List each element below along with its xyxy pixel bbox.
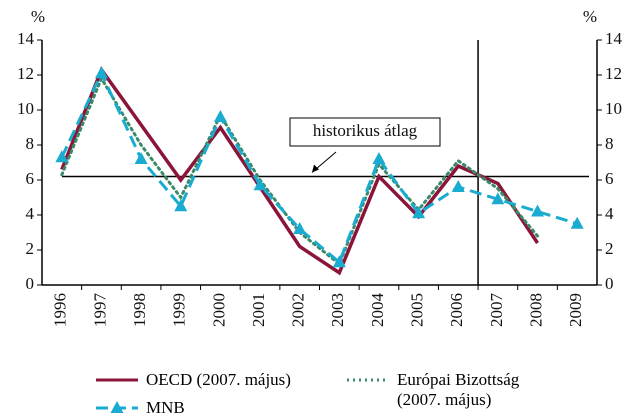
y-tick-label: 6 [26, 169, 35, 188]
y2-tick-label: 4 [605, 204, 614, 223]
x-tick-label: 1999 [170, 293, 189, 327]
y-tick-label: 14 [17, 29, 35, 48]
y-tick-label: 12 [17, 64, 34, 83]
legend-item: MNB [94, 398, 185, 418]
chart: % % 0 2 4 6 8 10 12 14 0 2 4 6 8 10 12 14 1996 1997 1998 19… [17, 7, 623, 328]
y2-tick-label: 8 [605, 134, 614, 153]
legend-item: OECD (2007. május) [94, 370, 291, 390]
legend-label: MNB [146, 398, 185, 417]
marker [174, 199, 188, 212]
legend-marker [110, 401, 124, 413]
marker [451, 180, 465, 192]
x-tick-label: 1997 [90, 293, 109, 328]
marker [293, 222, 307, 234]
legend-swatch [347, 378, 389, 382]
x-tick-label: 2001 [249, 293, 268, 327]
annotation-box [289, 117, 441, 147]
x-tick-label: 2006 [447, 293, 466, 327]
x-tick-label: 2004 [368, 293, 387, 328]
marker [531, 204, 545, 217]
marker [55, 150, 69, 163]
y-tick-label: 4 [26, 204, 35, 223]
x-tick-label: 2005 [408, 293, 427, 327]
y2-tick-label: 2 [605, 239, 614, 258]
marker [213, 110, 227, 122]
x-tick-label: 2003 [328, 293, 347, 327]
y2-tick-label: 12 [605, 64, 622, 83]
x-tick-label: 2008 [526, 293, 545, 327]
x-tick-label: 2002 [289, 293, 308, 327]
series-line [60, 66, 539, 276]
x-tick-label: 1998 [130, 293, 149, 327]
legend-label: Európai Bizottság (2007. május) [397, 370, 520, 409]
x-tick-label: 2000 [209, 293, 228, 327]
y2-tick-label: 14 [605, 29, 623, 48]
y-tick-label: 10 [17, 99, 34, 118]
marker [253, 178, 267, 191]
y-tick-label: 2 [26, 239, 35, 258]
marker [491, 192, 505, 205]
y-tick-label: 8 [26, 134, 35, 153]
marker [332, 255, 346, 268]
x-tick-label: 2007 [487, 292, 506, 327]
legend-item: Európai Bizottság (2007. május) [345, 370, 565, 410]
marker [94, 66, 108, 79]
marker [570, 216, 584, 229]
y-axis-label: % [31, 7, 45, 26]
x-tick-label: 2009 [566, 293, 585, 327]
marker [412, 206, 426, 219]
legend-label: OECD (2007. május) [146, 370, 291, 389]
legend-swatch [96, 401, 138, 413]
y2-tick-label: 6 [605, 169, 614, 188]
arrow-head [312, 164, 319, 173]
series-line [60, 69, 578, 265]
marker [372, 152, 386, 164]
y2-axis-label: % [583, 7, 597, 26]
y-tick-label: 0 [26, 274, 35, 293]
marker [134, 152, 148, 164]
legend-swatch [96, 378, 138, 382]
y2-tick-label: 10 [605, 99, 622, 118]
annotation: historikus átlag [313, 121, 418, 140]
y2-tick-label: 0 [605, 274, 614, 293]
x-tick-label: 1996 [51, 293, 70, 327]
